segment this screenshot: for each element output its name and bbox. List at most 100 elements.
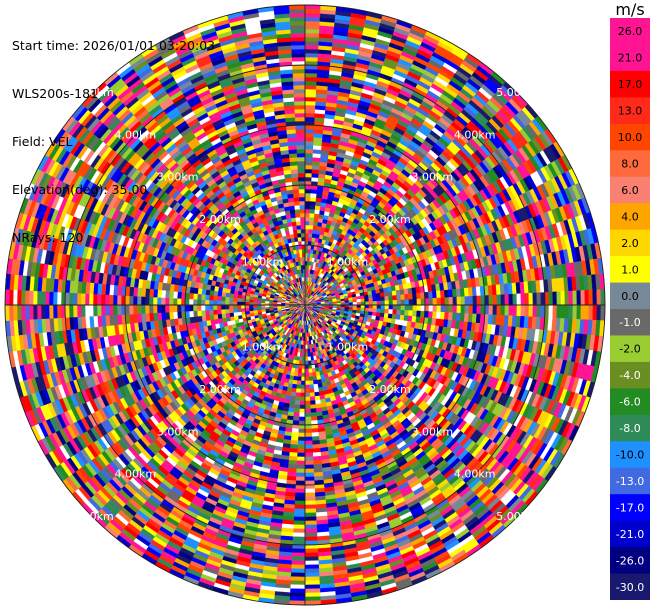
gate-cell [596, 304, 602, 321]
gate-cell [368, 304, 374, 309]
gate-cell [532, 304, 538, 318]
gate-cell [294, 504, 306, 510]
gate-cell [300, 376, 306, 382]
gate-cell [311, 428, 319, 434]
gate-cell [32, 304, 38, 320]
gate-cell [428, 304, 434, 312]
gate-cell [200, 304, 206, 311]
gate-cell [136, 304, 142, 315]
gate-cell [296, 452, 306, 458]
gate-cell [304, 580, 320, 586]
gate-cell [304, 572, 320, 578]
gate-cell [392, 304, 398, 311]
gate-cell [172, 297, 178, 306]
gate-cell [188, 298, 194, 306]
gate-cell [164, 297, 170, 306]
gate-cell [291, 428, 299, 434]
gate-cell [388, 309, 394, 315]
gate-cell [252, 307, 258, 311]
gate-cell [204, 299, 210, 306]
gate-cell [299, 400, 306, 406]
gate-cell [56, 291, 62, 306]
gate-cell [293, 408, 300, 414]
gate-cell [296, 380, 302, 386]
gate-cell [293, 524, 306, 530]
gate-cell [309, 400, 316, 406]
gate-cell [20, 289, 26, 306]
gate-cell [168, 304, 174, 313]
gate-cell [372, 304, 378, 309]
gate-cell [460, 304, 466, 314]
gate-cell [184, 298, 190, 306]
gate-cell [192, 293, 198, 300]
gate-cell [300, 384, 306, 390]
gate-cell [304, 376, 310, 382]
gate-cell [28, 290, 34, 306]
gate-cell [496, 304, 502, 316]
gate-cell [293, 412, 300, 418]
gate-cell [304, 508, 317, 514]
gate-cell [224, 300, 230, 306]
gate-cell [132, 304, 138, 315]
gate-cell [112, 294, 118, 306]
gate-cell [56, 304, 62, 319]
gate-cell [292, 532, 306, 538]
gate-cell [299, 404, 306, 410]
gate-cell [304, 520, 317, 526]
gate-cell [295, 392, 301, 398]
gate-cell [304, 372, 309, 378]
gate-cell [372, 308, 378, 313]
gate-cell [80, 304, 86, 317]
gate-cell [212, 309, 218, 315]
gate-cell [432, 304, 438, 313]
gate-cell [116, 304, 122, 316]
gate-cell [580, 304, 586, 320]
gate-cell [212, 304, 218, 311]
gate-cell [84, 304, 90, 317]
gate-cell [309, 396, 316, 402]
gate-cell [196, 310, 202, 317]
gate-cell [416, 310, 422, 318]
gate-cell [68, 292, 74, 306]
gate-cell [452, 304, 458, 314]
gate-cell [301, 364, 306, 370]
gate-cell [104, 294, 110, 306]
gate-cell [96, 304, 102, 317]
gate-cell [192, 304, 198, 312]
gate-cell [368, 308, 374, 313]
gate-cell [220, 295, 226, 302]
gate-cell [416, 304, 422, 312]
gate-cell [428, 311, 434, 319]
gate-cell [304, 472, 315, 478]
gate-cell [196, 304, 202, 311]
gate-cell [172, 304, 178, 313]
gate-cell [184, 304, 190, 312]
gate-cell [224, 308, 230, 314]
gate-cell [220, 300, 226, 306]
gate-cell [298, 416, 306, 422]
gate-cell [228, 308, 234, 314]
gate-cell [295, 388, 301, 394]
gate-cell [180, 304, 186, 312]
gate-cell [296, 460, 306, 466]
gate-cell [92, 304, 98, 317]
gate-cell [380, 304, 386, 310]
gate-cell [292, 528, 306, 534]
gate-cell [396, 309, 402, 316]
gate-cell [304, 528, 318, 534]
gate-cell [304, 420, 312, 426]
gate-cell [291, 552, 306, 558]
gate-cell [160, 304, 166, 313]
gate-cell [48, 291, 54, 306]
gate-cell [309, 392, 315, 398]
gate-cell [136, 295, 142, 306]
gate-cell [488, 304, 494, 316]
gate-cell [304, 440, 313, 446]
gate-cell [304, 360, 309, 366]
gate-cell [232, 304, 238, 309]
gate-cell [308, 384, 315, 390]
gate-cell [304, 504, 316, 510]
gate-cell [304, 556, 319, 562]
gate-cell [221, 313, 227, 319]
gate-cell [304, 464, 314, 470]
